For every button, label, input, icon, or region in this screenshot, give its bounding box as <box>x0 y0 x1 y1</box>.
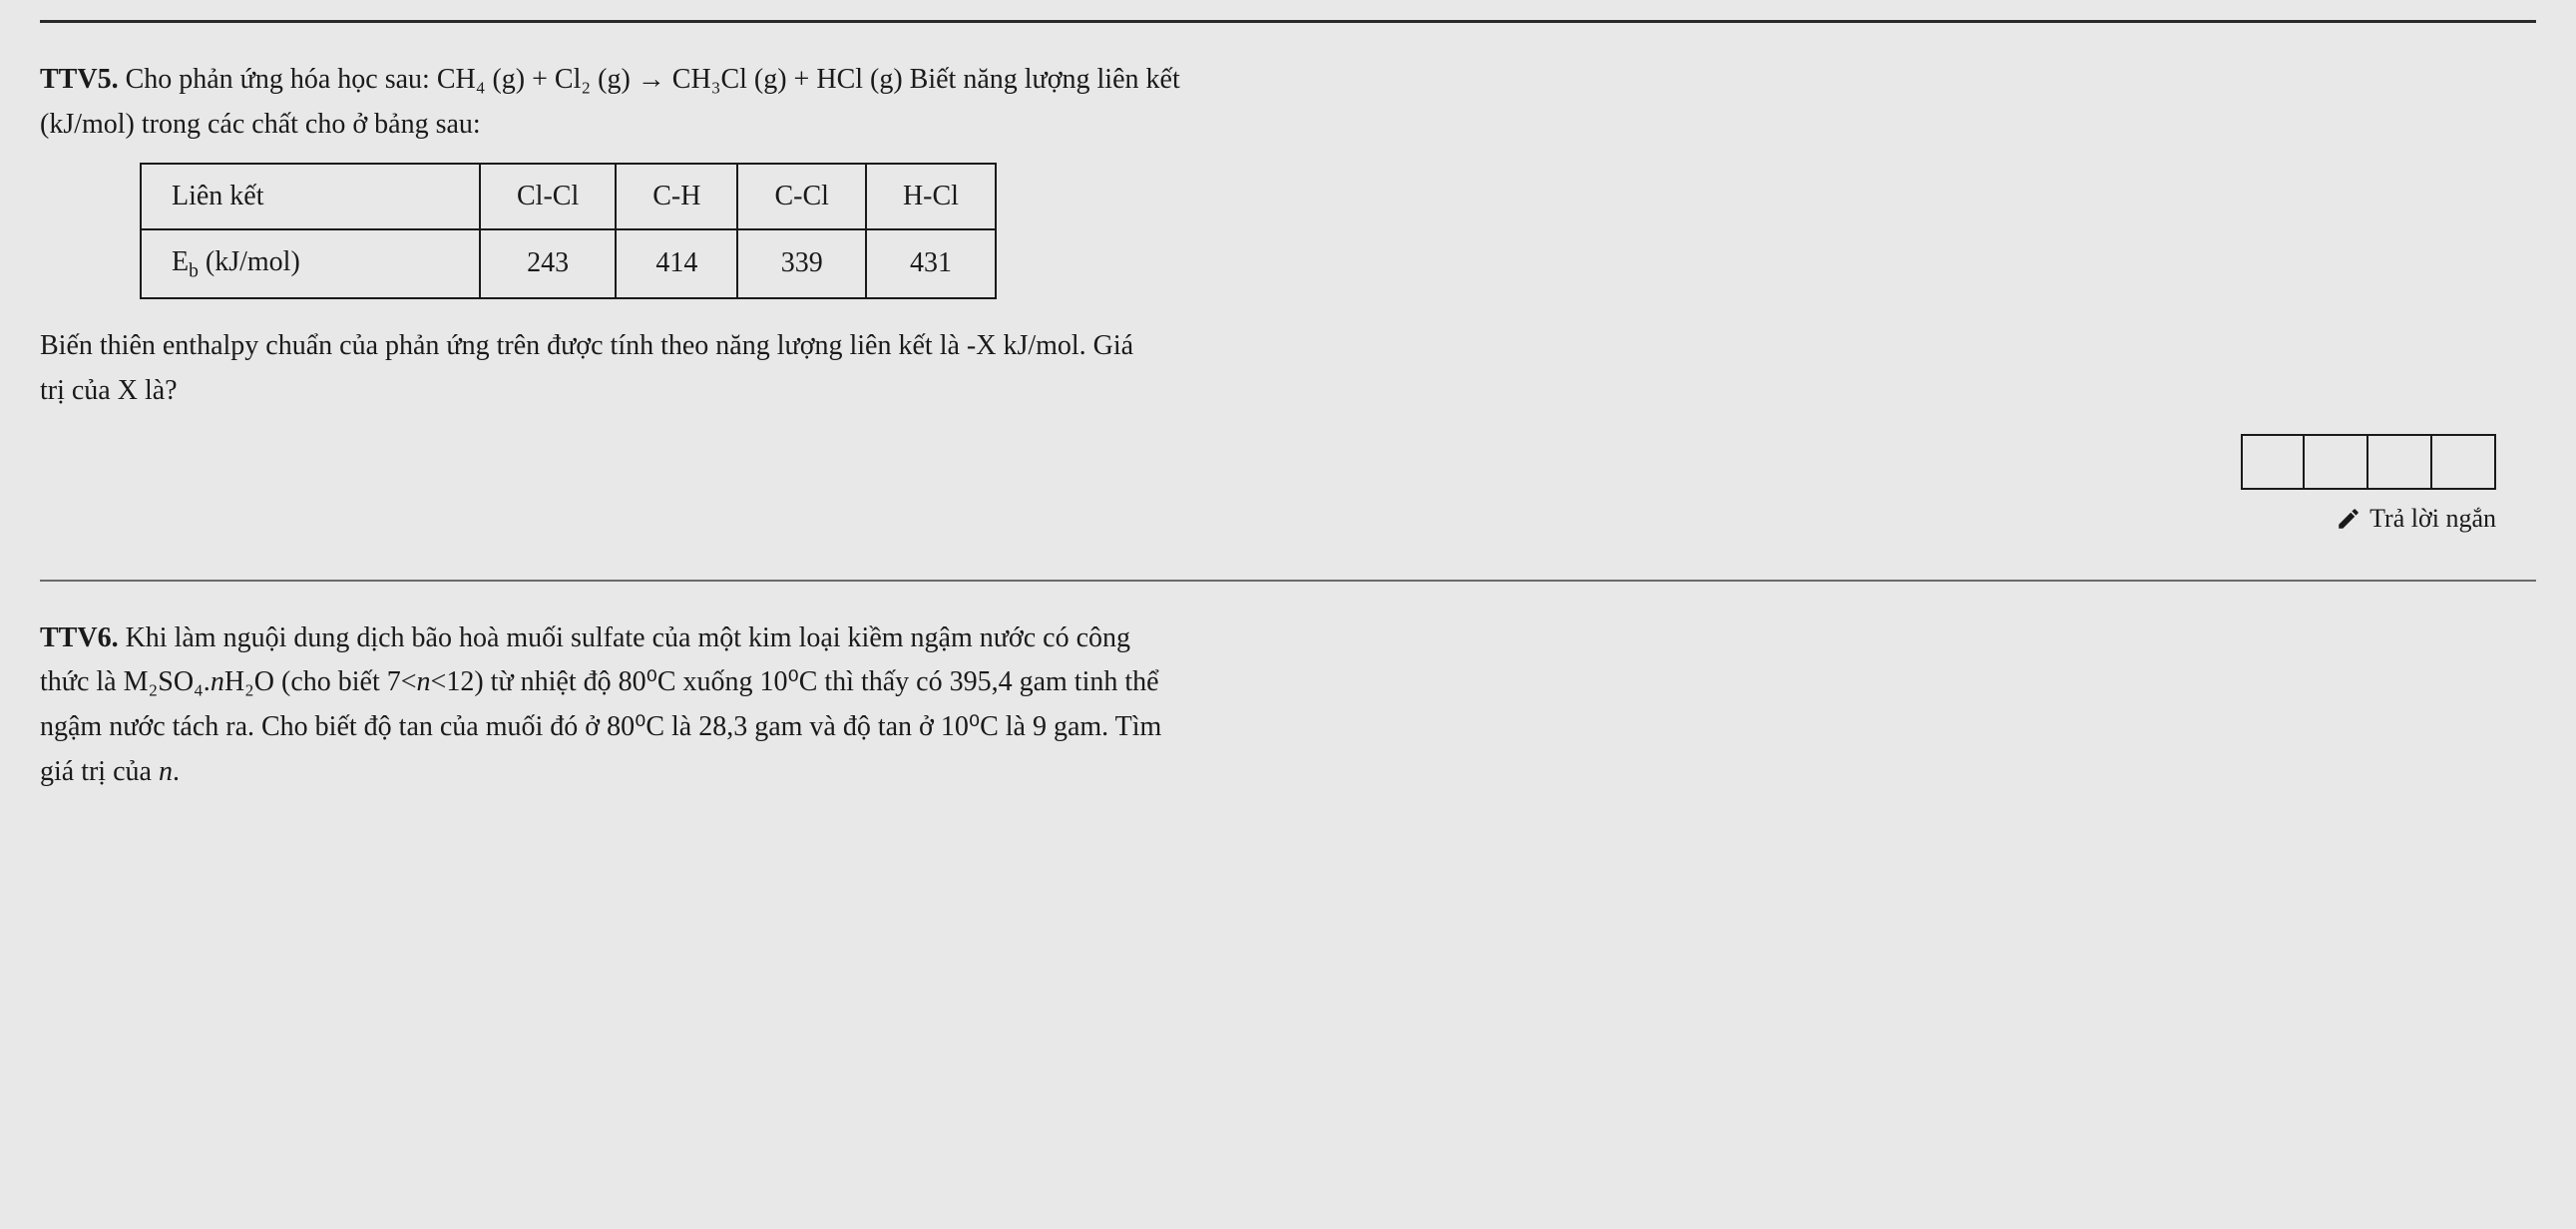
table-col-bond-0: Cl-Cl <box>480 164 616 230</box>
table-header-row: Liên kết Cl-Cl C-H C-Cl H-Cl <box>141 164 996 230</box>
table-header-label: Liên kết <box>141 164 480 230</box>
problem6-line1: Khi làm nguội dung dịch bão hoà muối sul… <box>119 622 1130 653</box>
top-divider <box>40 20 2536 38</box>
table-col-value-2: 339 <box>737 229 865 298</box>
mid-divider <box>40 580 2536 582</box>
problem6-line4-p2: . <box>173 756 180 787</box>
table-col-value-1: 414 <box>616 229 737 298</box>
table-value-row: Eb (kJ/mol) 243 414 339 431 <box>141 229 996 298</box>
table-col-value-3: 431 <box>866 229 996 298</box>
problem6-line2-p1: thức là M₂SO₄. <box>40 666 211 697</box>
table-value-label: Eb (kJ/mol) <box>141 229 480 298</box>
problem6-line4-i: n <box>159 756 173 787</box>
table-col-bond-1: C-H <box>616 164 737 230</box>
problem5-text-line2: (kJ/mol) trong các chất cho ở bảng sau: <box>40 109 481 140</box>
table-col-value-0: 243 <box>480 229 616 298</box>
answer-box-2[interactable] <box>2305 434 2368 490</box>
answer-area: Trả lời ngắn <box>40 434 2536 540</box>
answer-boxes[interactable] <box>2241 434 2496 490</box>
problem6-line2-p3: <12) từ nhiệt độ 80⁰C xuống 10⁰C thì thấ… <box>431 666 1159 697</box>
problem6-statement: TTV6. Khi làm nguội dung dịch bão hoà mu… <box>40 616 2536 795</box>
bond-table-wrapper: Liên kết Cl-Cl C-H C-Cl H-Cl Eb (kJ/mol)… <box>40 163 2536 300</box>
table-col-bond-3: H-Cl <box>866 164 996 230</box>
pencil-icon <box>2336 506 2361 532</box>
answer-box-4[interactable] <box>2432 434 2496 490</box>
answer-box-3[interactable] <box>2368 434 2432 490</box>
answer-label-text: Trả lời ngắn <box>2369 498 2496 540</box>
problem5-equation: CH₄ (g) + Cl₂ (g) → CH₃Cl (g) + HCl (g) <box>437 64 903 95</box>
problem6-line3: ngậm nước tách ra. Cho biết độ tan của m… <box>40 711 1161 742</box>
answer-box-1[interactable] <box>2241 434 2305 490</box>
bond-energy-table: Liên kết Cl-Cl C-H C-Cl H-Cl Eb (kJ/mol)… <box>140 163 997 300</box>
problem6-line2-i2: n <box>417 666 431 697</box>
problem5-question-line1: Biến thiên enthalpy chuẩn của phản ứng t… <box>40 330 1133 361</box>
problem5-question: Biến thiên enthalpy chuẩn của phản ứng t… <box>40 324 2536 414</box>
problem6-line2-p2: H₂O (cho biết 7< <box>224 666 417 697</box>
problem6-line2-i1: n <box>211 666 224 697</box>
problem6-line4-p1: giá trị của <box>40 756 159 787</box>
problem6-id: TTV6. <box>40 622 119 653</box>
answer-label-row: Trả lời ngắn <box>2336 498 2496 540</box>
problem5-text-before: Cho phản ứng hóa học sau: <box>126 64 437 95</box>
problem-ttv6: TTV6. Khi làm nguội dung dịch bão hoà mu… <box>40 616 2536 795</box>
problem5-question-line2: trị của X là? <box>40 375 178 406</box>
problem5-text-after: Biết năng lượng liên kết <box>903 64 1180 95</box>
problem-ttv5: TTV5. Cho phản ứng hóa học sau: CH₄ (g) … <box>40 58 2536 540</box>
problem5-statement: TTV5. Cho phản ứng hóa học sau: CH₄ (g) … <box>40 58 2536 148</box>
problem5-id: TTV5. <box>40 64 119 95</box>
table-col-bond-2: C-Cl <box>737 164 865 230</box>
